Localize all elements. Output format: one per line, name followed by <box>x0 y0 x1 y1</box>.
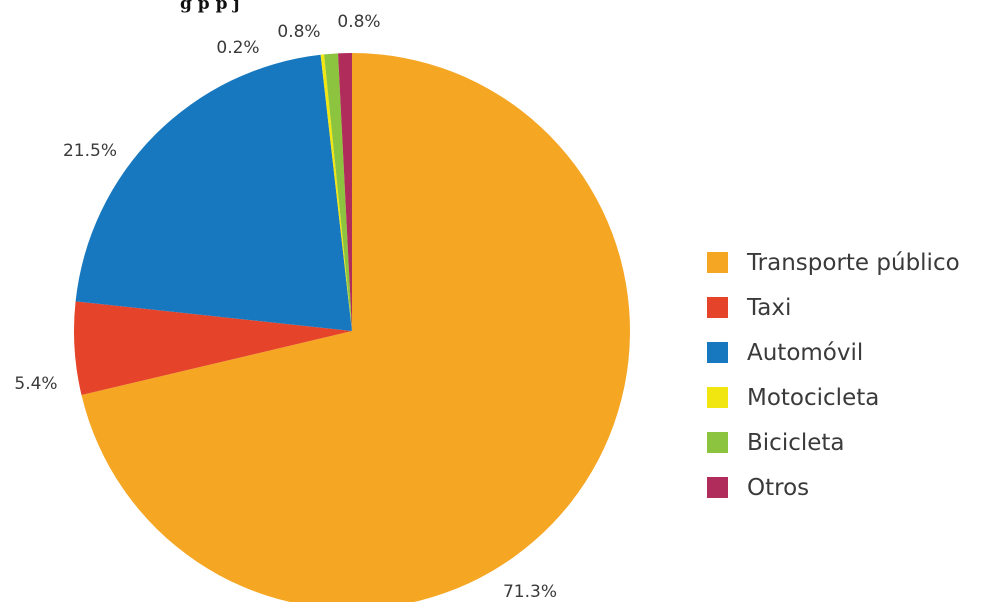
legend-swatch <box>707 432 728 453</box>
legend-swatch <box>707 387 728 408</box>
pie-slice-taxi <box>74 301 353 396</box>
pie-slice-bicicleta <box>324 53 352 331</box>
legend-item: Transporte público <box>707 240 960 285</box>
slice-value-label: 0.2% <box>216 38 259 58</box>
slice-value-label: 21.5% <box>63 141 117 161</box>
legend-swatch <box>707 342 728 363</box>
legend-item: Motocicleta <box>707 375 960 420</box>
chart-title-partial: g p p j <box>180 0 240 14</box>
legend-label: Otros <box>747 474 810 501</box>
pie-slice-transporte-público <box>81 53 630 602</box>
slice-value-label: 71.3% <box>503 582 557 602</box>
legend-label: Transporte público <box>747 249 960 276</box>
legend-label: Taxi <box>747 294 792 321</box>
legend-label: Bicicleta <box>747 429 845 456</box>
legend-swatch <box>707 297 728 318</box>
legend-item: Otros <box>707 465 960 510</box>
pie-slice-otros <box>338 53 352 331</box>
legend-label: Motocicleta <box>747 384 880 411</box>
legend-swatch <box>707 477 728 498</box>
pie-slices <box>74 53 630 602</box>
pie-labels: 71.3% 5.4% 21.5% 0.2% 0.8% 0.8% <box>14 12 557 602</box>
pie-slice-automóvil <box>75 54 352 331</box>
legend: Transporte público Taxi Automóvil Motocicle… <box>707 240 960 510</box>
slice-value-label: 0.8% <box>277 22 320 42</box>
legend-item: Bicicleta <box>707 420 960 465</box>
slice-value-label: 0.8% <box>337 12 380 32</box>
slice-value-label: 5.4% <box>14 374 57 394</box>
legend-label: Automóvil <box>747 339 864 366</box>
legend-swatch <box>707 252 728 273</box>
pie-slice-motocicleta <box>320 54 352 331</box>
legend-item: Taxi <box>707 285 960 330</box>
legend-item: Automóvil <box>707 330 960 375</box>
